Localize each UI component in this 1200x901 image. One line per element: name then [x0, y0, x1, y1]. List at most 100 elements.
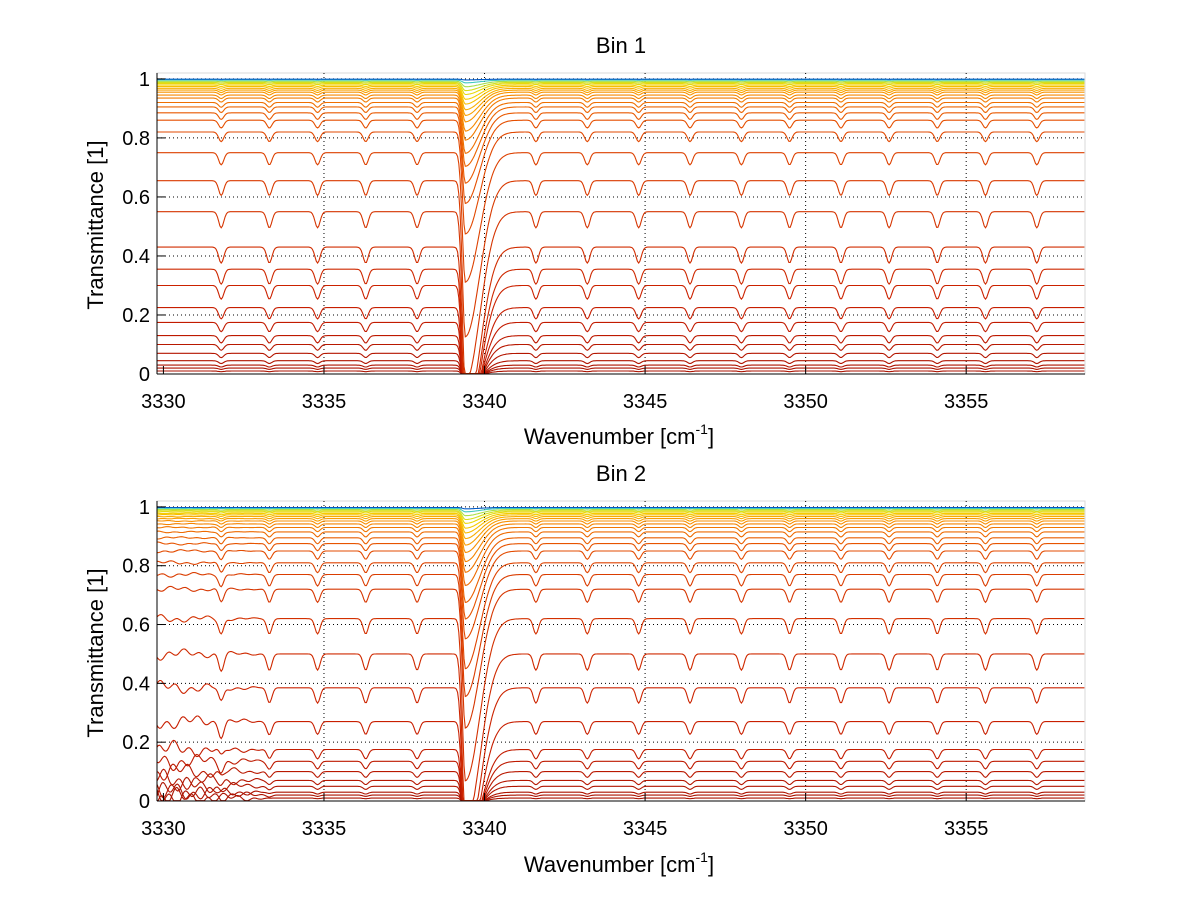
series-line	[157, 106, 1085, 167]
series-line	[157, 352, 1085, 375]
series-line	[157, 360, 1085, 375]
series-line	[157, 180, 1085, 338]
series-line	[157, 508, 1085, 517]
axes	[156, 500, 1086, 802]
series-line	[156, 515, 1085, 540]
x-axis-label-end: ]	[708, 852, 714, 877]
x-tick-label: 3340	[462, 818, 507, 840]
series-line	[157, 80, 1085, 88]
series-line	[156, 512, 1085, 529]
chart-panel-bin-1: Bin 1 3330 3335 3340 3345 3350 3355 0 0.2 0.4 0.6…	[83, 33, 1086, 449]
series-line	[157, 510, 1085, 521]
x-tick-label: 3355	[944, 391, 989, 413]
series-line	[157, 83, 1085, 96]
series-line	[157, 94, 1085, 132]
y-tick-label: 0	[139, 791, 150, 813]
y-tick-label: 1	[139, 497, 150, 519]
chart-title: Bin 1	[596, 33, 646, 58]
x-tick-label: 3335	[302, 818, 347, 840]
series-line	[156, 763, 1085, 802]
x-axis-label-main: Wavenumber [cm	[524, 424, 696, 449]
plot-frame	[156, 500, 1086, 802]
series-line	[156, 560, 1085, 670]
axes	[156, 72, 1086, 375]
series-line	[157, 101, 1085, 154]
series-line	[156, 776, 1085, 802]
series-line	[156, 786, 1085, 802]
y-tick-label: 0.2	[122, 732, 150, 754]
x-tick-label: 3355	[944, 818, 989, 840]
series-line	[157, 131, 1085, 235]
series-line	[156, 679, 1085, 802]
series-line	[157, 86, 1085, 105]
series-line	[157, 91, 1085, 123]
series-line	[156, 541, 1085, 620]
series-line	[156, 517, 1085, 546]
series-line	[157, 79, 1085, 84]
series-line	[156, 786, 1085, 802]
series-line	[156, 520, 1085, 553]
series-line	[157, 335, 1085, 375]
series-layer	[157, 78, 1085, 375]
y-axis-label: Transmittance [1]	[83, 140, 108, 309]
series-line	[156, 585, 1085, 729]
series-line	[156, 530, 1085, 587]
series-line	[156, 526, 1085, 573]
series-line	[156, 514, 1085, 534]
x-tick-label: 3330	[141, 391, 186, 413]
series-line	[156, 782, 1085, 802]
series-line	[157, 112, 1085, 184]
chart-title: Bin 2	[596, 461, 646, 486]
x-tick-label: 3345	[623, 391, 668, 413]
x-tick-label: 3350	[783, 818, 828, 840]
x-axis-label-end: ]	[708, 424, 714, 449]
series-line	[157, 81, 1085, 92]
x-tick-label: 3350	[783, 391, 828, 413]
series-line	[156, 614, 1085, 782]
series-line	[157, 211, 1085, 375]
x-tick-label: 3345	[623, 818, 668, 840]
series-line	[157, 152, 1085, 284]
chart-panel-bin-2: Bin 2 3330 3335 3340 3345 3350 3355 0 0.2 0.4 0.6…	[83, 461, 1086, 877]
series-line	[157, 321, 1085, 375]
series-line	[156, 753, 1085, 802]
series-line	[157, 370, 1085, 375]
grid	[157, 73, 1085, 375]
series-line	[156, 739, 1085, 802]
x-axis-label: Wavenumber [cm-1]	[524, 849, 714, 877]
series-line	[157, 89, 1085, 116]
series-line	[157, 87, 1085, 111]
series-line	[157, 268, 1085, 375]
y-tick-label: 0	[139, 364, 150, 386]
y-tick-label: 0.2	[122, 305, 150, 327]
series-line	[157, 284, 1085, 375]
x-axis-label-main: Wavenumber [cm	[524, 852, 696, 877]
y-tick-label: 0.4	[122, 673, 150, 695]
ticks: 3330 3335 3340 3345 3350 3355 0 0.2 0.4 0.6 0.8 1	[122, 69, 988, 413]
x-axis-label: Wavenumber [cm-1]	[524, 421, 714, 449]
grid	[157, 501, 1085, 802]
series-line	[157, 246, 1085, 375]
series-line	[157, 367, 1085, 375]
series-line	[157, 97, 1085, 141]
y-tick-label: 0.8	[122, 556, 150, 578]
series-line	[157, 343, 1085, 375]
y-axis-label: Transmittance [1]	[83, 568, 108, 737]
series-line	[157, 119, 1085, 205]
y-tick-label: 1	[139, 69, 150, 91]
y-tick-label: 0.6	[122, 615, 150, 637]
plot-frame	[156, 72, 1086, 375]
series-line	[156, 571, 1085, 698]
series-line	[156, 549, 1085, 640]
series-layer	[156, 506, 1085, 802]
series-line	[157, 511, 1085, 524]
series-line	[156, 507, 1085, 513]
series-line	[156, 715, 1085, 802]
y-tick-label: 0.8	[122, 128, 150, 150]
series-line	[157, 84, 1085, 100]
series-line	[156, 768, 1085, 802]
series-line	[157, 536, 1085, 604]
x-tick-label: 3330	[141, 818, 186, 840]
ticks: 3330 3335 3340 3345 3350 3355 0 0.2 0.4 0.6 0.8 1	[122, 497, 988, 840]
